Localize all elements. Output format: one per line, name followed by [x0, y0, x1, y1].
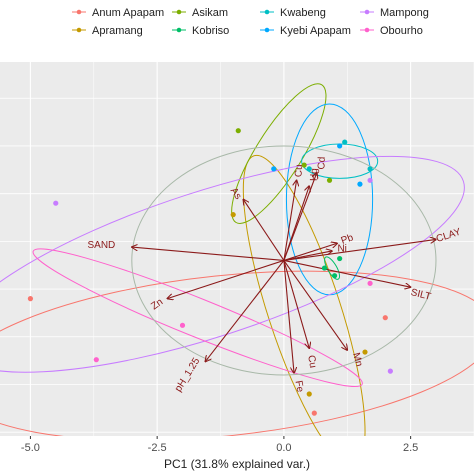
legend-key-dot — [76, 27, 82, 33]
legend-label: Kwabeng — [280, 7, 326, 19]
loading-arrow-pb — [283, 243, 337, 261]
legend-key-dot — [264, 27, 270, 33]
point-kobriso — [331, 273, 338, 279]
loading-arrow-cu — [283, 260, 309, 348]
loading-label-ni: Ni — [337, 244, 346, 255]
point-apramang — [230, 212, 236, 218]
loading-label-cu: Cu — [305, 354, 318, 369]
loading-label-as: As — [228, 186, 244, 202]
point-mampong — [387, 368, 393, 374]
x-tick-label: -2.5 — [148, 442, 167, 454]
point-anum-apapam — [382, 315, 388, 321]
legend-item-kobriso: Kobriso — [172, 25, 229, 37]
legend-item-obourho: Obourho — [360, 25, 423, 37]
point-obourho — [179, 322, 186, 328]
legend-label: Apramang — [92, 25, 143, 37]
loading-arrow-silt — [283, 259, 411, 287]
legend-label: Mampong — [380, 7, 429, 19]
loading-arrow-sand — [132, 247, 284, 261]
x-tick-label: 0.0 — [276, 442, 291, 454]
correlation-circle-layer — [131, 145, 437, 376]
loading-label-fe: Fe — [293, 380, 306, 394]
loading-arrow-cu — [283, 180, 297, 261]
loading-arrow-cd — [283, 173, 317, 261]
loading-arrow-fe — [283, 260, 294, 373]
legend-key-dot — [264, 9, 270, 15]
legend-label: Obourho — [380, 25, 423, 37]
point-apramang — [362, 349, 368, 355]
sample-points — [27, 128, 393, 416]
point-kwabeng — [342, 139, 348, 145]
legend-label: Asikam — [192, 7, 228, 19]
loading-label-pb: Pb — [340, 232, 356, 247]
x-tick-label: -5.0 — [21, 442, 40, 454]
x-tick-label: 2.5 — [403, 442, 418, 454]
loading-label-sand: SAND — [87, 240, 115, 251]
loading-arrow-as — [243, 199, 285, 261]
point-kwabeng — [306, 166, 312, 172]
legend-item-asikam: Asikam — [172, 7, 228, 19]
loading-label-zn: Zn — [149, 297, 165, 313]
point-kyebi-apapam — [337, 143, 343, 149]
loading-arrow-ph_1.25 — [205, 260, 285, 361]
point-mampong — [367, 177, 373, 183]
ellipse-apramang — [242, 154, 366, 436]
legend-key-dot — [364, 9, 370, 15]
legend-item-mampong: Mampong — [360, 7, 429, 19]
legend-item-kyebi-apapam: Kyebi Apapam — [260, 25, 351, 37]
point-kyebi-apapam — [357, 181, 363, 187]
point-obourho — [367, 280, 373, 286]
loading-arrow-ni — [283, 251, 332, 261]
ellipse-anum-apapam — [0, 270, 474, 436]
loading-arrow-clay — [283, 239, 436, 261]
loading-arrow-mn — [283, 260, 347, 350]
correlation-circle — [131, 145, 437, 376]
ellipse-kobriso — [324, 256, 341, 280]
point-apramang — [306, 391, 312, 397]
loading-arrow-zn — [167, 259, 285, 298]
point-kobriso — [321, 265, 328, 271]
ellipse-obourho — [32, 248, 363, 387]
point-anum-apapam — [311, 410, 317, 416]
loading-label-cu: Cu — [294, 164, 305, 177]
grid-lines — [0, 62, 474, 436]
ellipse-mampong — [0, 155, 465, 373]
point-asikam — [235, 128, 241, 134]
point-asikam — [326, 177, 333, 183]
legend-label: Anum Apapam — [92, 7, 164, 19]
point-mampong — [53, 200, 59, 206]
plot-panel — [0, 62, 474, 436]
loading-label-mn: Mn — [350, 352, 364, 368]
legend-label: Kyebi Apapam — [280, 25, 351, 37]
x-axis-ticks: -5.0 -2.5 0.0 2.5 — [21, 436, 418, 454]
point-asikam — [301, 162, 307, 168]
legend-key-dot — [364, 27, 370, 33]
x-axis-title: PC1 (31.8% explained var.) — [164, 457, 310, 471]
legend-item-kwabeng: Kwabeng — [260, 7, 326, 19]
point-anum-apapam — [27, 296, 34, 302]
legend-item-anum-apapam: Anum Apapam — [72, 7, 164, 19]
legend-key-dot — [176, 27, 182, 33]
loading-label-silt: SILT — [410, 287, 432, 303]
legend: Anum Apapam Apramang Asikam Kobriso Kwabeng K… — [72, 7, 429, 37]
legend-key-dot — [76, 9, 82, 15]
point-obourho — [93, 357, 99, 363]
point-kwabeng — [367, 166, 373, 172]
legend-label: Kobriso — [192, 25, 229, 37]
group-ellipses — [0, 83, 474, 436]
loading-label-cd: Cd — [316, 157, 327, 170]
legend-item-apramang: Apramang — [72, 25, 143, 37]
point-kyebi-apapam — [271, 166, 277, 172]
point-kobriso — [337, 255, 343, 262]
legend-key-dot — [176, 9, 182, 15]
